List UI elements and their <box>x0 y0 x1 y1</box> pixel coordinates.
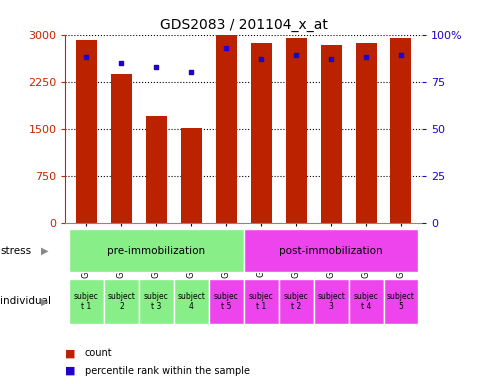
Text: post-immobilization: post-immobilization <box>279 245 382 256</box>
Point <box>327 56 334 62</box>
Bar <box>278 279 313 324</box>
Text: ▶: ▶ <box>41 245 48 256</box>
Bar <box>146 116 166 223</box>
Bar <box>285 38 306 223</box>
Bar <box>250 43 271 223</box>
Bar <box>243 279 278 324</box>
Text: individual: individual <box>0 296 51 306</box>
Point <box>117 60 125 66</box>
Text: subjec
t 2: subjec t 2 <box>283 292 308 311</box>
Point <box>187 69 195 75</box>
Bar <box>355 43 376 223</box>
Text: subjec
t 1: subjec t 1 <box>74 292 99 311</box>
Point <box>152 63 160 70</box>
Bar <box>111 74 132 223</box>
Point <box>292 52 300 58</box>
Point <box>257 56 265 62</box>
Bar <box>69 229 243 272</box>
Text: ▶: ▶ <box>41 296 48 306</box>
Bar <box>215 35 236 223</box>
Text: subject
3: subject 3 <box>317 292 344 311</box>
Text: subjec
t 5: subjec t 5 <box>213 292 238 311</box>
Text: subject
4: subject 4 <box>177 292 205 311</box>
Bar <box>390 38 410 223</box>
Text: count: count <box>85 348 112 358</box>
Bar <box>181 128 201 223</box>
Text: subjec
t 4: subjec t 4 <box>353 292 378 311</box>
Bar <box>313 279 348 324</box>
Text: subjec
t 1: subjec t 1 <box>248 292 273 311</box>
Bar <box>383 279 418 324</box>
Bar <box>104 279 138 324</box>
Bar <box>69 279 104 324</box>
Bar <box>243 229 418 272</box>
Text: subjec
t 3: subjec t 3 <box>144 292 168 311</box>
Bar <box>348 279 383 324</box>
Point <box>396 52 404 58</box>
Text: percentile rank within the sample: percentile rank within the sample <box>85 366 249 376</box>
Text: subject
5: subject 5 <box>386 292 414 311</box>
Bar <box>320 45 341 223</box>
Text: ■: ■ <box>65 366 76 376</box>
Bar <box>173 279 208 324</box>
Title: GDS2083 / 201104_x_at: GDS2083 / 201104_x_at <box>159 18 327 32</box>
Bar <box>208 279 243 324</box>
Point <box>222 45 229 51</box>
Text: stress: stress <box>0 245 31 256</box>
Bar <box>76 40 97 223</box>
Text: ■: ■ <box>65 348 76 358</box>
Text: pre-immobilization: pre-immobilization <box>107 245 205 256</box>
Point <box>82 54 90 60</box>
Point <box>362 54 369 60</box>
Text: subject
2: subject 2 <box>107 292 135 311</box>
Bar <box>138 279 173 324</box>
